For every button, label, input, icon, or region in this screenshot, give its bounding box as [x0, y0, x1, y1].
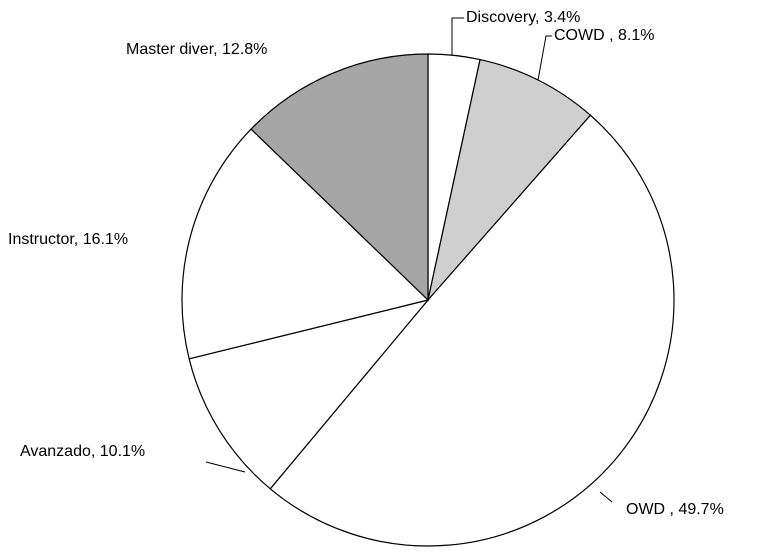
pie-slice	[269, 114, 675, 547]
slice-label: Master diver, 12.8%	[126, 41, 267, 58]
pie-slice	[250, 53, 429, 302]
pie-slice	[426, 58, 592, 303]
slice-label: Avanzado, 10.1%	[20, 443, 145, 460]
leader-line	[451, 17, 464, 56]
pie-slice	[188, 298, 430, 490]
leader-line	[537, 35, 552, 81]
leader-line	[599, 491, 613, 503]
slice-label: OWD , 49.7%	[626, 501, 724, 518]
slice-label: COWD , 8.1%	[554, 27, 654, 44]
pie-slice	[181, 128, 430, 360]
slice-label: Instructor, 16.1%	[8, 231, 128, 248]
leader-line	[205, 461, 246, 473]
slice-label: Discovery, 3.4%	[466, 9, 580, 26]
